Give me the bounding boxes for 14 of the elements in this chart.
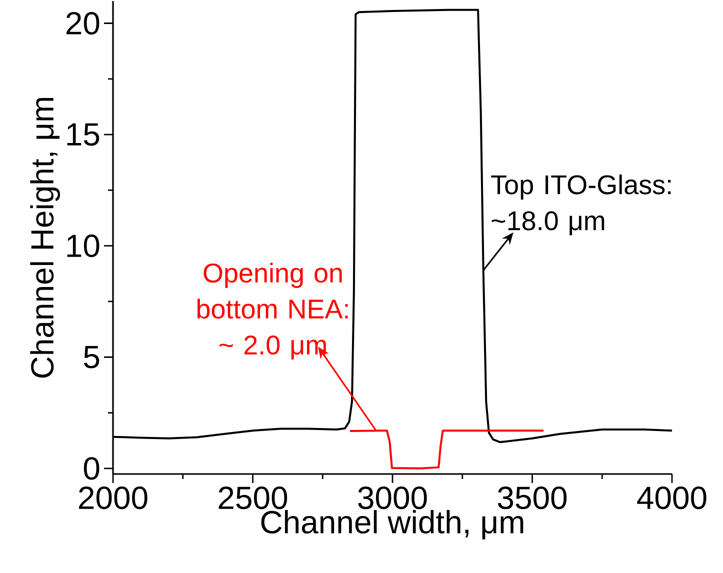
annotation: Opening on bottom NEA: ~ 2.0 μm (197, 262, 348, 360)
y-axis-title: Channel Height, μm (30, 98, 60, 378)
annotation: Top ITO-Glass: ~18.0 μm (491, 174, 671, 236)
x-tick-label: 3500 (498, 486, 567, 510)
x-tick-label: 4000 (637, 486, 706, 510)
x-tick-label: 2000 (79, 486, 148, 510)
y-tick-label: 20 (66, 12, 100, 35)
y-tick-label: 15 (67, 123, 100, 146)
y-tick-label: 5 (84, 346, 100, 368)
x-axis-title: Channel width, μm (261, 510, 524, 540)
x-tick-label: 3000 (358, 486, 427, 510)
y-tick-label: 10 (67, 234, 100, 258)
y-tick-label: 0 (84, 457, 100, 480)
x-tick-label: 2500 (218, 486, 288, 510)
